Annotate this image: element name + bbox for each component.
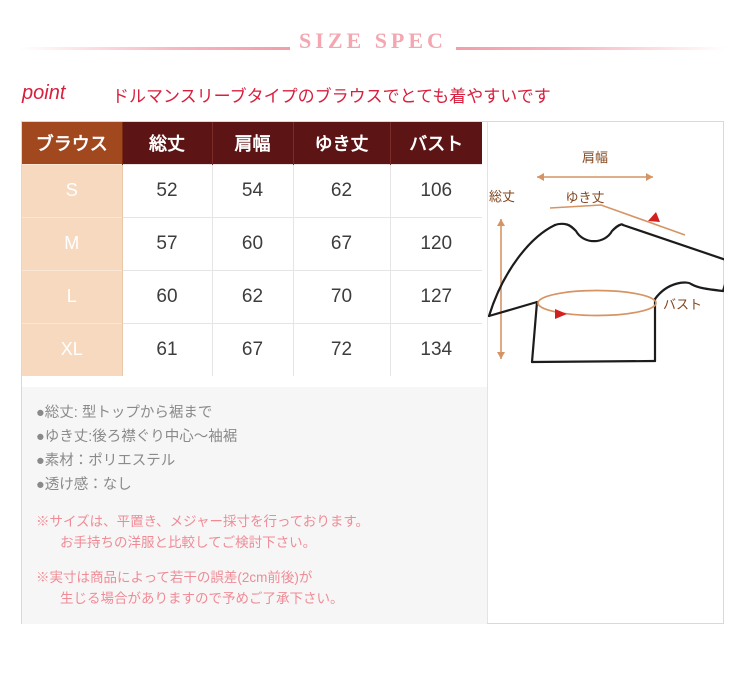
svg-text:肩幅: 肩幅 — [582, 150, 608, 165]
svg-text:バスト: バスト — [663, 297, 702, 312]
svg-text:総丈: 総丈 — [489, 189, 515, 204]
svg-text:ゆき丈: ゆき丈 — [565, 190, 604, 205]
